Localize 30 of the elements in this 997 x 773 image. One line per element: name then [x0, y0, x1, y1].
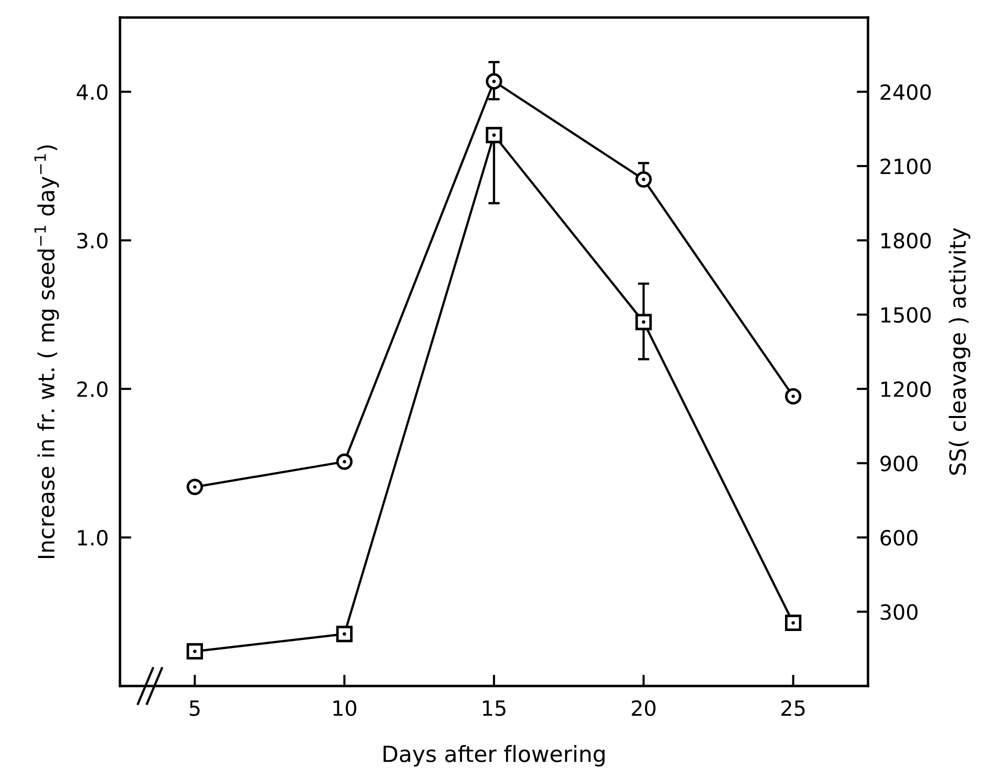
point	[635, 171, 652, 188]
point	[785, 614, 802, 632]
y2-tick-label: 1500	[881, 307, 931, 323]
x-tick-label: 10	[333, 700, 356, 716]
y-tick-label: 3.0	[77, 232, 108, 249]
point	[486, 126, 502, 144]
y2-tick-label: 300	[880, 604, 918, 620]
y-tick-label: 4.0	[76, 84, 108, 100]
point	[186, 643, 203, 660]
y2-tick-label: 2100	[880, 158, 931, 174]
point	[486, 73, 502, 90]
y2-tick-label: 1800	[881, 232, 931, 249]
y-tick-label: 2.0	[77, 381, 108, 398]
y-axis-title: Increase in fr. wt. ( mg seed$^{−1}$ day$^{−1}$)	[34, 145, 59, 558]
y2-axis-title: SS( cleavage ) activity	[948, 228, 970, 475]
point	[186, 478, 203, 496]
y2-tick-label: 2400	[880, 84, 931, 100]
x-tick-label: 25	[781, 700, 805, 716]
x-tick-label: 5	[190, 700, 200, 716]
x-tick-label: 20	[632, 700, 656, 716]
y2-tick-label: 1200	[881, 381, 931, 398]
x-tick-label: 15	[483, 700, 506, 716]
y-tick-label: 1.0	[78, 530, 108, 546]
point	[336, 626, 353, 642]
point	[336, 453, 353, 470]
y2-tick-label: 600	[880, 530, 918, 546]
x-axis-title: Days after flowering	[384, 745, 605, 767]
point	[785, 388, 802, 405]
point	[635, 314, 652, 330]
y2-tick-label: 900	[880, 456, 918, 472]
